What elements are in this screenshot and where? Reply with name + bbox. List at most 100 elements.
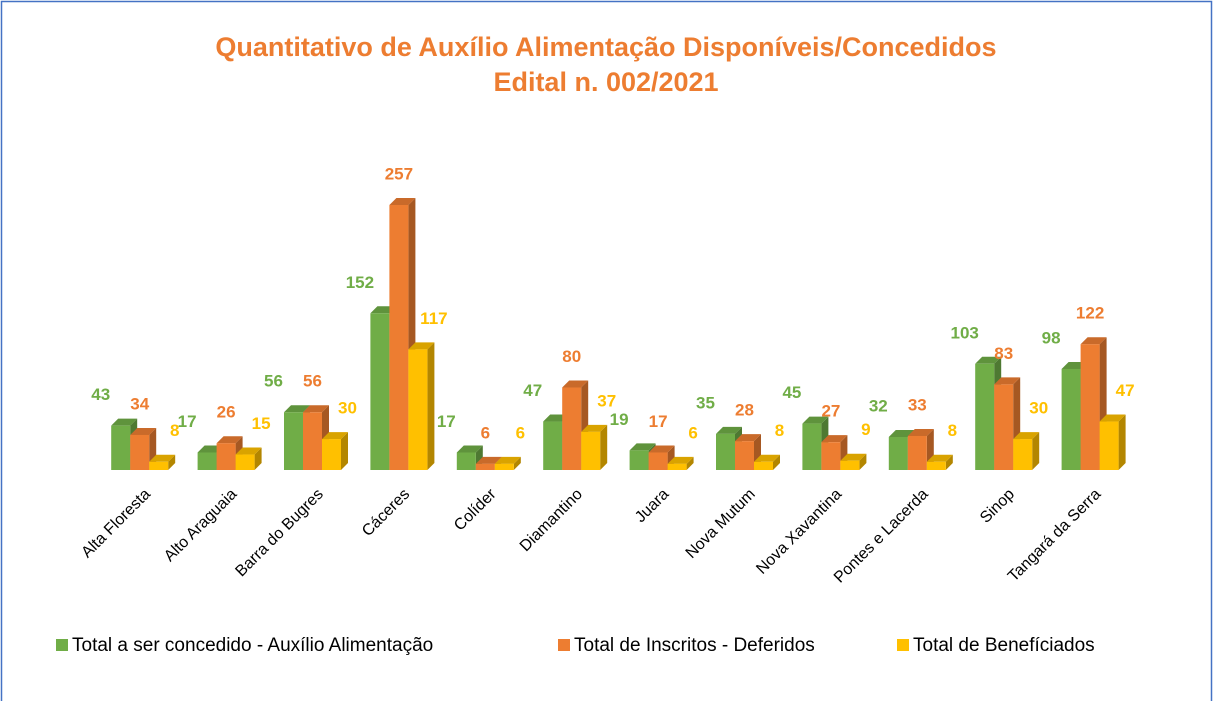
- value-label: 30: [1029, 399, 1048, 418]
- bar: [216, 443, 236, 470]
- bar: [754, 461, 773, 470]
- value-label: 28: [735, 401, 754, 420]
- legend-swatch: [56, 639, 68, 651]
- chart-subtitle: Edital n. 002/2021: [493, 67, 718, 97]
- value-label: 27: [821, 402, 840, 421]
- bar-top: [821, 435, 848, 443]
- bar-top: [475, 456, 502, 464]
- bar: [562, 387, 582, 470]
- bar: [111, 425, 131, 470]
- legend-label: Total de Inscritos - Deferidos: [574, 635, 815, 656]
- bar: [926, 461, 946, 470]
- legend-label: Total a ser concedido - Auxílio Alimenta…: [72, 635, 433, 656]
- bar: [1099, 421, 1119, 470]
- value-label: 32: [869, 396, 888, 415]
- bar-side: [686, 456, 694, 470]
- value-label: 9: [861, 420, 870, 439]
- bar-top: [667, 456, 694, 464]
- value-label: 34: [130, 394, 149, 413]
- value-label: 8: [948, 421, 957, 440]
- value-label: 6: [481, 423, 490, 442]
- value-label: 6: [688, 423, 697, 442]
- bar-side: [859, 453, 867, 470]
- bar: [1080, 344, 1100, 470]
- bar-side: [945, 454, 953, 470]
- bar: [389, 205, 409, 470]
- bar: [716, 433, 735, 470]
- value-label: 15: [252, 414, 271, 433]
- bar: [994, 384, 1014, 470]
- bar-top: [149, 454, 176, 462]
- value-label: 30: [338, 399, 357, 418]
- bar-top: [840, 453, 867, 461]
- bar: [840, 460, 860, 470]
- bar: [802, 423, 822, 470]
- bar-top: [494, 456, 521, 464]
- bar-top: [303, 405, 329, 413]
- bar: [629, 450, 649, 470]
- value-label: 98: [1042, 328, 1061, 347]
- value-label: 117: [420, 309, 447, 328]
- bar-top: [235, 447, 262, 455]
- value-label: 122: [1076, 304, 1104, 323]
- bar-top: [1013, 432, 1040, 440]
- bar-top: [975, 356, 1002, 364]
- bar-top: [456, 445, 483, 453]
- value-label: 56: [303, 372, 322, 391]
- value-label: 35: [696, 393, 715, 412]
- bar-top: [994, 377, 1021, 385]
- bar: [648, 452, 668, 470]
- bar: [235, 454, 255, 470]
- bar: [149, 461, 169, 470]
- value-label: 17: [178, 412, 197, 431]
- value-label: 257: [385, 164, 413, 183]
- bar-top: [888, 430, 915, 438]
- bar: [821, 442, 841, 470]
- value-label: 45: [782, 383, 801, 402]
- legend-swatch: [558, 639, 570, 651]
- bar: [735, 441, 754, 470]
- bar-top: [648, 445, 675, 453]
- bar: [197, 452, 217, 470]
- bar: [1013, 439, 1033, 470]
- bar: [907, 435, 927, 470]
- bar-top: [581, 424, 608, 432]
- bar-top: [629, 443, 656, 451]
- value-label: 19: [610, 410, 629, 429]
- bar-top: [735, 434, 761, 442]
- bar: [475, 463, 495, 470]
- bar-top: [322, 432, 348, 440]
- value-label: 103: [951, 323, 979, 342]
- value-label: 17: [437, 412, 456, 431]
- bar-top: [907, 428, 934, 436]
- bar: [408, 349, 428, 470]
- value-label: 152: [346, 273, 374, 292]
- bar-top: [1080, 337, 1107, 345]
- value-label: 47: [523, 381, 542, 400]
- bar: [370, 313, 390, 470]
- bar-top: [716, 426, 742, 434]
- bar-top: [562, 380, 589, 388]
- bar: [494, 463, 514, 470]
- bar: [130, 434, 150, 470]
- bar-top: [216, 436, 243, 444]
- value-label: 43: [91, 385, 110, 404]
- value-label: 37: [597, 391, 616, 410]
- bar-side: [513, 456, 521, 470]
- bar-top: [408, 342, 435, 350]
- value-label: 8: [775, 421, 784, 440]
- bar-side: [1032, 432, 1040, 470]
- bar-side: [427, 342, 435, 470]
- value-label: 56: [264, 372, 283, 391]
- bar-top: [111, 418, 138, 426]
- legend-swatch: [897, 639, 909, 651]
- bar: [456, 452, 476, 470]
- bar-top: [1099, 414, 1126, 422]
- bar-top: [926, 454, 953, 462]
- value-label: 17: [649, 412, 668, 431]
- bar: [667, 463, 687, 470]
- value-label: 47: [1116, 381, 1135, 400]
